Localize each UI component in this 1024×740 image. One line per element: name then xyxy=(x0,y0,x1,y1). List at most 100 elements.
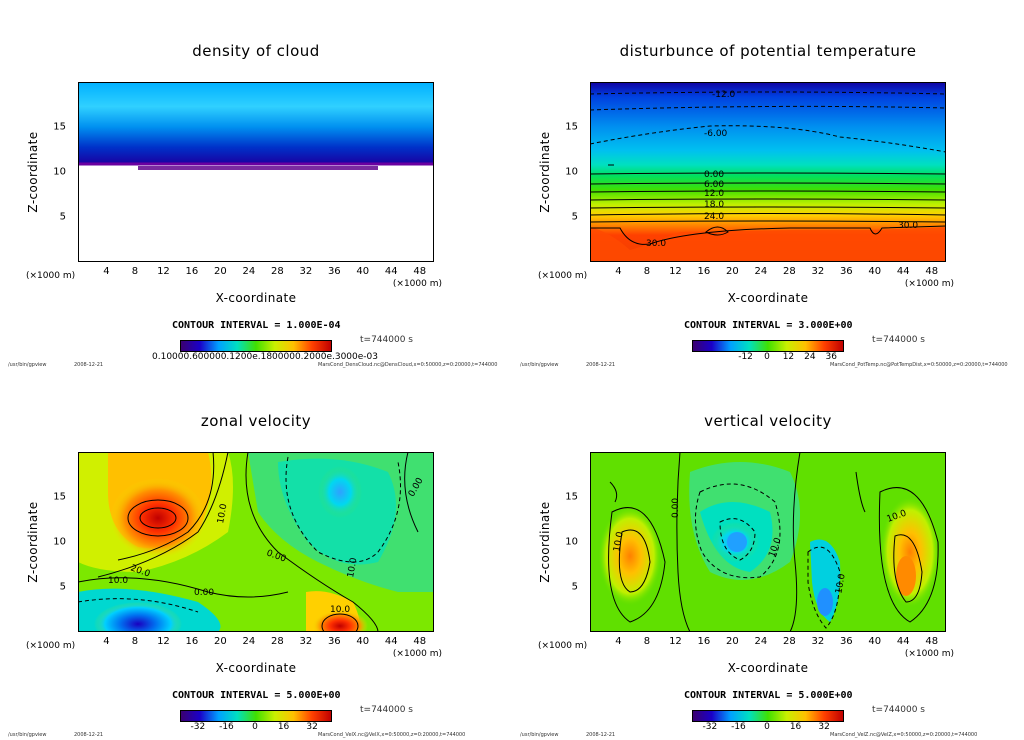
z-tick-label: 10 xyxy=(53,166,66,178)
z-tick-label: 15 xyxy=(565,491,578,503)
z-axis-label: Z-coordinate xyxy=(26,131,40,213)
colorbar-tick-label: -16 xyxy=(731,722,746,732)
x-tick-label: 36 xyxy=(327,266,341,277)
x-tick-label: 16 xyxy=(185,636,199,647)
footer-date: 2008-12-21 xyxy=(586,362,616,368)
x-tick-label: 20 xyxy=(214,266,227,277)
colorbar xyxy=(180,710,332,722)
x-tick-label: 28 xyxy=(782,636,796,647)
z-tick-label: 10 xyxy=(565,166,578,178)
contour-label: 6.00 xyxy=(704,180,724,190)
contour-label: 10.0 xyxy=(216,503,229,525)
z-axis-label: Z-coordinate xyxy=(26,501,40,583)
panel-title: disturbunce of potential temperature xyxy=(619,42,917,60)
contour-label: 30.0 xyxy=(898,221,918,231)
panel-potential-temperature: disturbunce of potential temperature -12… xyxy=(512,0,1024,370)
x-axis-label: X-coordinate xyxy=(215,661,297,675)
x-tick-label: 8 xyxy=(131,636,139,647)
footer-program: /usr/bin/gpview xyxy=(520,362,559,368)
x-tick-label: 44 xyxy=(384,636,398,647)
x-tick-label: 20 xyxy=(726,266,739,277)
x-tick-label: 4 xyxy=(615,636,622,647)
heatmap-plot xyxy=(78,82,434,262)
x-tick-label: 44 xyxy=(896,266,910,277)
contour-label: 0.00 xyxy=(194,588,214,598)
x-tick-label: 12 xyxy=(669,266,682,277)
contour-interval: CONTOUR INTERVAL = 5.000E+00 xyxy=(684,690,853,701)
x-tick-label: 12 xyxy=(157,266,170,277)
colorbar-tick-label: -16 xyxy=(219,722,234,732)
footer-date: 2008-12-21 xyxy=(586,732,616,738)
x-tick-label: 20 xyxy=(214,636,227,647)
colorbar-tick-label: 0 xyxy=(252,722,258,732)
x-tick-label: 40 xyxy=(356,636,370,647)
contour-label: -6.00 xyxy=(704,129,728,139)
unit-label-right: (×1000 m) xyxy=(904,649,954,659)
colorbar xyxy=(180,340,332,352)
x-tick-label: 36 xyxy=(839,266,853,277)
x-tick-label: 8 xyxy=(131,266,139,277)
colorbar-tick-label: 32 xyxy=(306,722,318,732)
x-tick-label: 24 xyxy=(242,266,256,277)
z-tick-label: 5 xyxy=(59,211,66,223)
contour-label: 0.00 xyxy=(704,170,724,180)
z-tick-label: 5 xyxy=(59,581,66,593)
x-tick-label: 32 xyxy=(299,266,313,277)
x-tick-label: 40 xyxy=(356,266,370,277)
colorbar-tick-label: -32 xyxy=(190,722,206,732)
x-tick-label: 8 xyxy=(643,266,651,277)
z-tick-label: 10 xyxy=(565,536,578,548)
footer-date: 2008-12-21 xyxy=(74,732,104,738)
footer-file: MarsCond_PotTemp.nc@PotTempDist,x=0:5000… xyxy=(830,362,1008,368)
x-tick-label: 40 xyxy=(868,636,882,647)
x-tick-label: 48 xyxy=(413,636,427,647)
contour-label: 10.0 xyxy=(612,531,625,553)
footer-program: /usr/bin/gpview xyxy=(520,732,559,738)
x-tick-label: 12 xyxy=(157,636,170,647)
time-label: t=744000 s xyxy=(872,335,925,345)
x-tick-label: 44 xyxy=(384,266,398,277)
footer-date: 2008-12-21 xyxy=(74,362,104,368)
colorbar-tick-label: 0 xyxy=(764,722,770,732)
panel-zonal-velocity: zonal velocity 10.0 20.0 xyxy=(0,370,512,740)
unit-label-left: (×1000 m) xyxy=(26,641,76,651)
x-tick-label: 16 xyxy=(697,636,711,647)
contour-label: -12.0 xyxy=(712,90,736,100)
footer-program: /usr/bin/gpview xyxy=(8,732,47,738)
x-tick-label: 24 xyxy=(242,636,256,647)
colorbar-tick-label: 24 xyxy=(804,352,816,362)
x-tick-label: 4 xyxy=(615,266,622,277)
contour-interval: CONTOUR INTERVAL = 3.000E+00 xyxy=(684,320,853,331)
heatmap-plot: 10.0 0.00 10.0 10.0 10.0 xyxy=(590,452,946,632)
x-axis-label: X-coordinate xyxy=(727,291,809,305)
time-label: t=744000 s xyxy=(872,705,925,715)
z-tick-label: 15 xyxy=(565,121,578,133)
colorbar xyxy=(692,710,844,722)
cloud-base xyxy=(138,166,378,170)
x-tick-label: 48 xyxy=(925,636,939,647)
x-tick-label: 44 xyxy=(896,636,910,647)
colorbar-tick-label: 12 xyxy=(782,352,795,362)
footer-program: /usr/bin/gpview xyxy=(8,362,47,368)
temperature-heatmap: -12.0 -6.00 0.00 6.00 12.0 18.0 24.0 30.… xyxy=(590,82,946,262)
colorbar-tick-label: 32 xyxy=(818,722,830,732)
unit-label-right: (×1000 m) xyxy=(392,279,442,289)
z-tick-label: 10 xyxy=(53,536,66,548)
z-tick-label: 5 xyxy=(571,581,578,593)
x-tick-label: 8 xyxy=(643,636,651,647)
panel-title: density of cloud xyxy=(192,42,320,60)
x-tick-label: 12 xyxy=(669,636,682,647)
colorbar-tick-label: 16 xyxy=(789,722,802,732)
footer-file: MarsCond_VelZ.nc@VelZ,x=0:50000,z=0:2000… xyxy=(830,732,978,738)
x-tick-label: 40 xyxy=(868,266,882,277)
z-tick-label: 15 xyxy=(53,121,66,133)
colorbar xyxy=(692,340,844,352)
contour-label: 10.0 xyxy=(330,605,350,615)
x-tick-label: 28 xyxy=(782,266,796,277)
contour-interval: CONTOUR INTERVAL = 1.000E-04 xyxy=(172,320,341,331)
contour-label: 10.0 xyxy=(108,576,128,586)
unit-label-left: (×1000 m) xyxy=(538,641,588,651)
x-tick-label: 48 xyxy=(413,266,427,277)
unit-label-left: (×1000 m) xyxy=(538,271,588,281)
x-tick-label: 48 xyxy=(925,266,939,277)
